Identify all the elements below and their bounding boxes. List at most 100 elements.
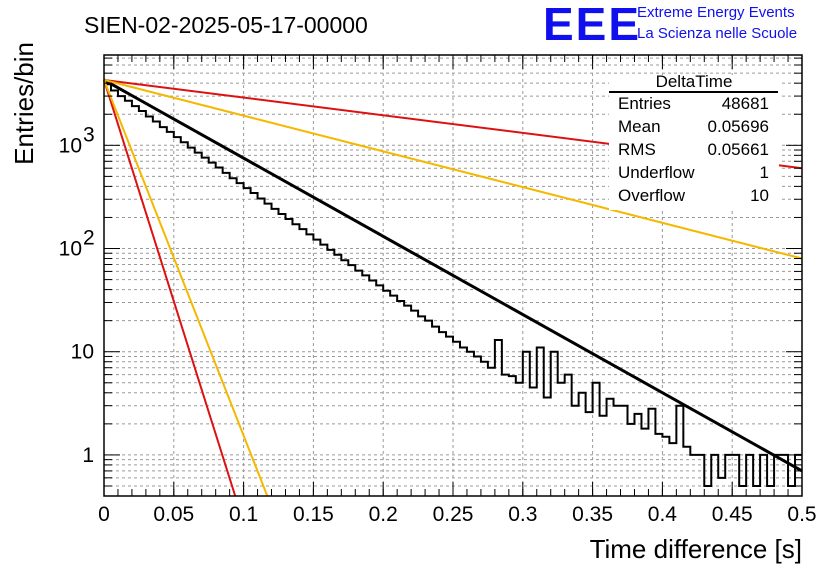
histogram-bin	[118, 95, 125, 97]
histogram-bin	[285, 218, 292, 220]
histogram-bin	[558, 382, 565, 384]
y-axis-label: Entries/bin	[9, 42, 39, 165]
histogram-bin	[181, 141, 188, 143]
x-tick-label: 0.25	[433, 503, 474, 526]
histogram-bin	[202, 157, 209, 159]
histogram-bin	[600, 415, 607, 417]
histogram-bin	[397, 300, 404, 302]
histogram-bin	[146, 116, 153, 118]
histogram-bin	[237, 182, 244, 184]
histogram-bin	[174, 136, 181, 138]
histogram-bin	[376, 284, 383, 286]
histogram-bin	[188, 147, 195, 149]
histogram-bin	[383, 290, 390, 292]
histogram-bin	[509, 375, 516, 377]
histogram-bin	[648, 408, 655, 410]
histogram-bin	[725, 454, 732, 456]
histogram-bin	[669, 442, 676, 444]
x-tick-label: 0.15	[293, 503, 334, 526]
x-tick-label: 0.05	[153, 503, 194, 526]
y-tick-label: 10	[59, 238, 82, 261]
stats-label-overflow: Overflow	[618, 186, 686, 205]
x-tick-label: 0.1	[229, 503, 258, 526]
stats-box-background	[609, 75, 779, 210]
logo-line-2: La Scienza nelle Scuole	[637, 25, 797, 42]
stats-label-mean: Mean	[618, 117, 661, 136]
histogram-bin	[530, 387, 537, 389]
histogram-bin	[460, 346, 467, 348]
x-tick-label: 0.45	[712, 503, 753, 526]
histogram-bin	[655, 433, 662, 435]
histogram-bin	[537, 346, 544, 348]
histogram-bin	[279, 213, 286, 215]
histogram-bin	[565, 374, 572, 376]
stats-value-entries: 48681	[722, 94, 769, 113]
eee-logo: EEE Extreme Energy Events La Scienza nel…	[543, 0, 797, 50]
histogram-bin	[523, 351, 530, 353]
histogram-bin	[683, 446, 690, 448]
histogram-bin	[628, 423, 635, 425]
histogram-bin	[125, 100, 132, 102]
histogram-bin	[230, 177, 237, 179]
histogram-bin	[711, 454, 718, 456]
histogram-bin	[544, 397, 551, 399]
frame-and-ticks	[103, 54, 803, 497]
histogram-bin	[327, 249, 334, 251]
series-upper-mid	[103, 78, 803, 260]
series-exponential-fit	[103, 78, 803, 473]
x-tick-label: 0.4	[648, 503, 678, 526]
histogram-bin	[474, 355, 481, 357]
y-tick-label: 10	[71, 341, 94, 364]
histogram-bin	[439, 331, 446, 333]
y-tick-exponent: 3	[83, 123, 95, 146]
histogram-bin	[432, 326, 439, 328]
x-tick-label: 0.2	[369, 503, 398, 526]
histogram-bin	[572, 405, 579, 407]
histogram-bin	[292, 223, 299, 225]
logo-line-1: Extreme Energy Events	[637, 4, 795, 21]
grid	[104, 55, 802, 496]
histogram-bin	[718, 477, 725, 479]
histogram-bin	[153, 121, 160, 123]
y-tick-label: 1	[82, 444, 94, 467]
histogram-bin	[313, 239, 320, 241]
histogram-bin	[746, 454, 753, 456]
histogram-bin	[502, 374, 509, 376]
histogram-bin	[753, 485, 760, 487]
series-steep-red	[103, 79, 237, 497]
histogram-bin	[320, 244, 327, 246]
histogram-bin	[739, 485, 746, 487]
stats-value-rms: 0.05661	[708, 140, 769, 159]
stats-label-entries: Entries	[618, 94, 671, 113]
stats-label-underflow: Underflow	[618, 163, 695, 182]
histogram-bin	[111, 89, 118, 91]
stats-value-mean: 0.05696	[708, 117, 769, 136]
histogram-bin	[209, 162, 216, 164]
stats-label-rms: RMS	[618, 140, 656, 159]
histogram-bin	[195, 152, 202, 154]
histogram-bin	[348, 264, 355, 266]
stats-title: DeltaTime	[656, 72, 733, 91]
histogram-bin	[132, 105, 139, 107]
stats-value-underflow: 1	[760, 163, 769, 182]
histogram-bin	[690, 454, 697, 456]
histogram-bin	[362, 274, 369, 276]
histogram-bin	[760, 454, 767, 456]
histogram-bin	[662, 436, 669, 438]
histogram-bin	[244, 187, 251, 189]
histogram-bin	[467, 351, 474, 353]
histogram	[104, 83, 802, 487]
stats-value-overflow: 10	[750, 186, 769, 205]
x-tick-label: 0.35	[572, 503, 613, 526]
y-tick-exponent: 2	[83, 227, 95, 250]
series-steep-yellow	[103, 79, 269, 497]
histogram-bin	[481, 361, 488, 363]
histogram-bin	[258, 198, 265, 200]
histogram-bin	[551, 351, 558, 353]
x-axis-label: Time difference [s]	[590, 534, 802, 564]
x-tick-label: 0.3	[508, 503, 537, 526]
histogram-bin	[579, 392, 586, 394]
histogram-bin	[697, 454, 704, 456]
histogram-bin	[495, 339, 502, 341]
